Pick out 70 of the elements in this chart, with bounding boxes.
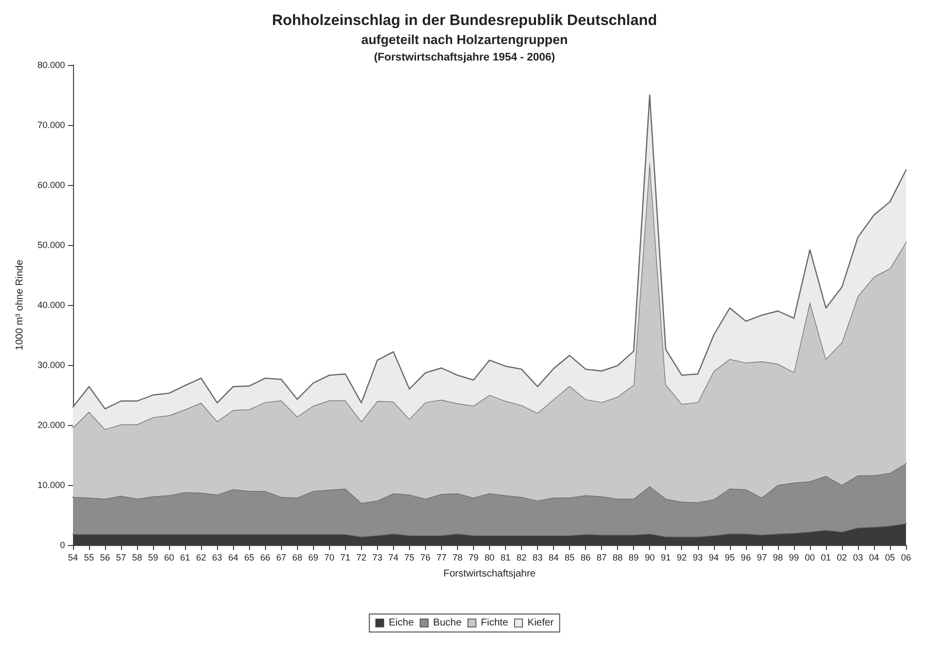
x-tick-label: 69	[308, 552, 318, 562]
x-tick-label: 90	[644, 552, 655, 562]
x-tick-label: 65	[244, 552, 254, 562]
x-tick-label: 94	[708, 552, 719, 562]
x-tick-label: 56	[100, 552, 110, 562]
legend-label: Kiefer	[528, 618, 554, 628]
x-tick-label: 76	[420, 552, 430, 562]
x-tick-label: 62	[196, 552, 206, 562]
x-tick-label: 58	[132, 552, 142, 562]
x-tick-label: 02	[836, 552, 847, 562]
x-tick-label: 54	[68, 552, 78, 562]
y-tick-label: 10.000	[37, 480, 65, 490]
x-tick-label: 77	[436, 552, 446, 562]
y-tick-label: 50.000	[37, 240, 65, 250]
x-tick-label: 73	[372, 552, 382, 562]
x-tick-label: 70	[324, 552, 334, 562]
x-tick-label: 64	[228, 552, 238, 562]
x-tick-label: 00	[804, 552, 815, 562]
x-tick-label: 89	[628, 552, 639, 562]
x-tick-label: 03	[852, 552, 863, 562]
x-tick-label: 81	[500, 552, 511, 562]
x-tick-label: 78	[452, 552, 462, 562]
x-tick-label: 86	[580, 552, 591, 562]
x-tick-label: 99	[788, 552, 799, 562]
x-tick-label: 74	[388, 552, 398, 562]
x-tick-label: 84	[548, 552, 559, 562]
x-tick-label: 93	[692, 552, 703, 562]
x-tick-label: 92	[676, 552, 687, 562]
x-tick-label: 75	[404, 552, 414, 562]
x-tick-label: 88	[612, 552, 623, 562]
x-tick-label: 96	[740, 552, 751, 562]
x-tick-label: 05	[884, 552, 895, 562]
x-tick-label: 57	[116, 552, 126, 562]
x-tick-label: 97	[756, 552, 767, 562]
x-tick-label: 60	[164, 552, 174, 562]
x-tick-label: 87	[596, 552, 607, 562]
x-tick-label: 59	[148, 552, 158, 562]
y-tick-label: 60.000	[37, 180, 65, 190]
x-tick-label: 71	[340, 552, 350, 562]
x-tick-label: 66	[260, 552, 270, 562]
legend-label: Eiche	[388, 618, 414, 628]
chart-subtitle: aufgeteilt nach Holzartengruppen (Forstwirtschaftsjahre 1954 - 2006)	[361, 32, 568, 64]
y-axis-title: 1000 m³ ohne Rinde	[14, 259, 26, 350]
x-tick-label: 91	[660, 552, 671, 562]
y-tick-label: 20.000	[37, 420, 65, 430]
x-tick-label: 98	[772, 552, 783, 562]
x-tick-label: 06	[900, 552, 912, 562]
x-tick-label: 72	[356, 552, 366, 562]
x-tick-label: 04	[868, 552, 879, 562]
x-tick-label: 79	[468, 552, 478, 562]
x-tick-label: 82	[516, 552, 527, 562]
x-tick-label: 01	[820, 552, 831, 562]
x-tick-label: 80	[484, 552, 495, 562]
x-tick-label: 61	[180, 552, 190, 562]
x-tick-label: 68	[292, 552, 302, 562]
x-tick-label: 85	[564, 552, 575, 562]
legend-label: Buche	[433, 618, 462, 628]
x-axis-title: Forstwirtschaftsjahre	[443, 568, 536, 580]
x-tick-label: 95	[724, 552, 735, 562]
y-tick-label: 80.000	[37, 60, 65, 70]
y-tick-label: 40.000	[37, 300, 65, 310]
y-tick-label: 70.000	[37, 120, 65, 130]
chart-title: Rohholzeinschlag in der Bundesrepublik Deutschland	[272, 12, 658, 29]
x-tick-label: 67	[276, 552, 286, 562]
x-tick-label: 55	[84, 552, 94, 562]
y-tick-label: 30.000	[37, 360, 65, 370]
x-tick-label: 63	[212, 552, 222, 562]
legend-label: Fichte	[480, 618, 509, 628]
y-tick-label: 0	[60, 540, 65, 550]
x-tick-label: 83	[532, 552, 543, 562]
